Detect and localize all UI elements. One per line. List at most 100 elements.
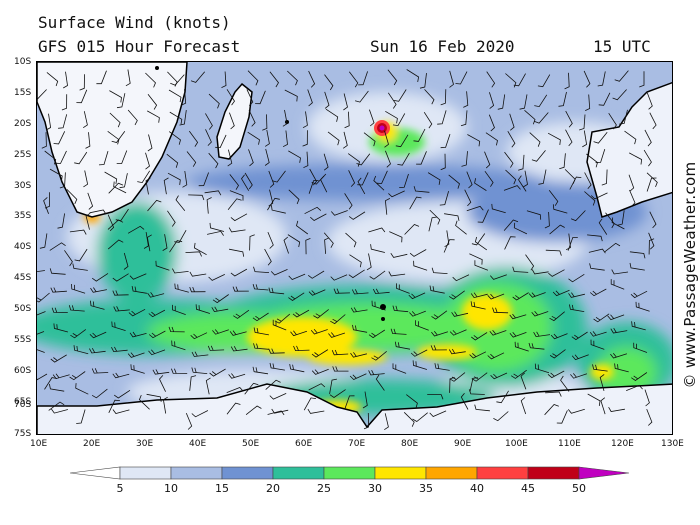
wind-barb xyxy=(449,70,454,88)
wind-barb xyxy=(85,212,91,230)
wind-barb xyxy=(590,339,605,350)
wind-barb xyxy=(119,173,128,189)
wind-barb xyxy=(311,349,329,358)
wind-barb xyxy=(204,190,222,196)
wind-barb xyxy=(579,114,586,131)
wind-barb xyxy=(415,320,429,331)
wind-barb xyxy=(229,248,245,257)
wind-barb xyxy=(612,89,627,101)
wind-barb xyxy=(396,283,410,294)
wind-barb xyxy=(409,196,422,210)
wind-barb xyxy=(354,90,369,103)
wind-barb xyxy=(307,89,313,107)
wind-barb xyxy=(449,329,467,336)
wind-barb xyxy=(631,321,646,331)
wind-barb xyxy=(368,370,385,376)
wind-barb xyxy=(512,266,529,273)
wind-barb xyxy=(611,217,625,230)
wind-barb xyxy=(528,342,545,350)
wind-barb xyxy=(538,169,547,185)
wind-barb xyxy=(290,330,308,337)
wind-barb xyxy=(469,351,487,359)
wind-barb xyxy=(584,172,592,189)
wind-barb xyxy=(147,134,153,152)
legend-cell xyxy=(527,466,580,480)
lon-label: 80E xyxy=(401,439,419,449)
wind-barb xyxy=(128,308,146,317)
wind-barb xyxy=(116,93,126,109)
wind-barb xyxy=(569,176,582,190)
lon-label: 120E xyxy=(611,439,634,449)
wind-barb xyxy=(406,69,420,82)
wind-barb xyxy=(375,374,385,391)
wind-barb xyxy=(560,375,570,392)
wind-barb xyxy=(548,269,565,277)
wind-barb xyxy=(171,368,188,374)
wind-barb xyxy=(496,390,509,404)
wind-barb xyxy=(69,371,86,381)
wind-barb xyxy=(406,394,418,409)
wind-barb xyxy=(49,383,65,392)
wind-barb xyxy=(112,372,130,379)
wind-barb xyxy=(467,134,481,147)
wind-barb xyxy=(471,332,488,341)
wind-barb xyxy=(649,112,657,130)
wind-barb xyxy=(592,364,608,372)
wind-barb xyxy=(208,274,225,281)
wind-barb xyxy=(270,269,288,276)
wind-barb xyxy=(148,349,166,356)
wind-barb xyxy=(89,348,106,354)
wind-barb xyxy=(247,70,259,86)
lat-label: 75S xyxy=(14,429,32,439)
wind-barb xyxy=(548,190,559,206)
wind-barb xyxy=(403,412,415,427)
wind-barb xyxy=(226,402,241,415)
wind-barb xyxy=(252,366,269,375)
wind-barb xyxy=(205,377,211,395)
wind-barb xyxy=(96,70,107,85)
wind-barb xyxy=(570,373,588,379)
legend-cell xyxy=(425,466,478,480)
copyright-watermark: © www.PassageWeather.com xyxy=(680,150,700,400)
wind-barb xyxy=(431,330,449,337)
wind-barb xyxy=(49,268,66,275)
lon-label: 110E xyxy=(558,439,581,449)
wind-barb xyxy=(444,230,450,248)
wind-barb xyxy=(74,151,88,165)
wind-barb xyxy=(229,174,239,190)
wind-barb xyxy=(130,364,145,374)
wind-barb xyxy=(552,289,570,297)
wind-map[interactable] xyxy=(36,61,673,435)
wind-barb xyxy=(113,181,127,194)
wind-barb xyxy=(37,270,45,273)
wind-barb xyxy=(369,270,386,280)
lon-label: 20E xyxy=(83,439,101,449)
wind-barb xyxy=(349,254,362,268)
wind-barb xyxy=(528,292,546,298)
wind-barb xyxy=(474,178,487,191)
legend-tick-label: 25 xyxy=(317,482,331,495)
wind-barb xyxy=(168,89,182,103)
wind-barb xyxy=(568,292,585,298)
wind-barb xyxy=(348,269,365,279)
wind-barb xyxy=(437,110,447,125)
wind-barb xyxy=(320,175,328,193)
wind-barb xyxy=(76,409,86,424)
wind-barb xyxy=(313,309,329,319)
wind-barb xyxy=(91,388,108,399)
wind-barb xyxy=(206,197,212,214)
wind-barb xyxy=(593,131,608,144)
wind-barb xyxy=(440,133,451,149)
wind-barb xyxy=(466,205,484,212)
wind-barb xyxy=(348,170,356,187)
wind-barb xyxy=(208,152,219,169)
wind-barb xyxy=(57,213,65,229)
wind-barb xyxy=(474,236,488,251)
copyright-text: © www.PassageWeather.com xyxy=(681,161,699,389)
wind-barb xyxy=(588,248,606,254)
wind-barb xyxy=(211,306,229,313)
wind-barb xyxy=(247,131,260,145)
legend-cell xyxy=(272,466,325,480)
wind-barb xyxy=(570,210,586,222)
wind-barb xyxy=(289,364,305,373)
